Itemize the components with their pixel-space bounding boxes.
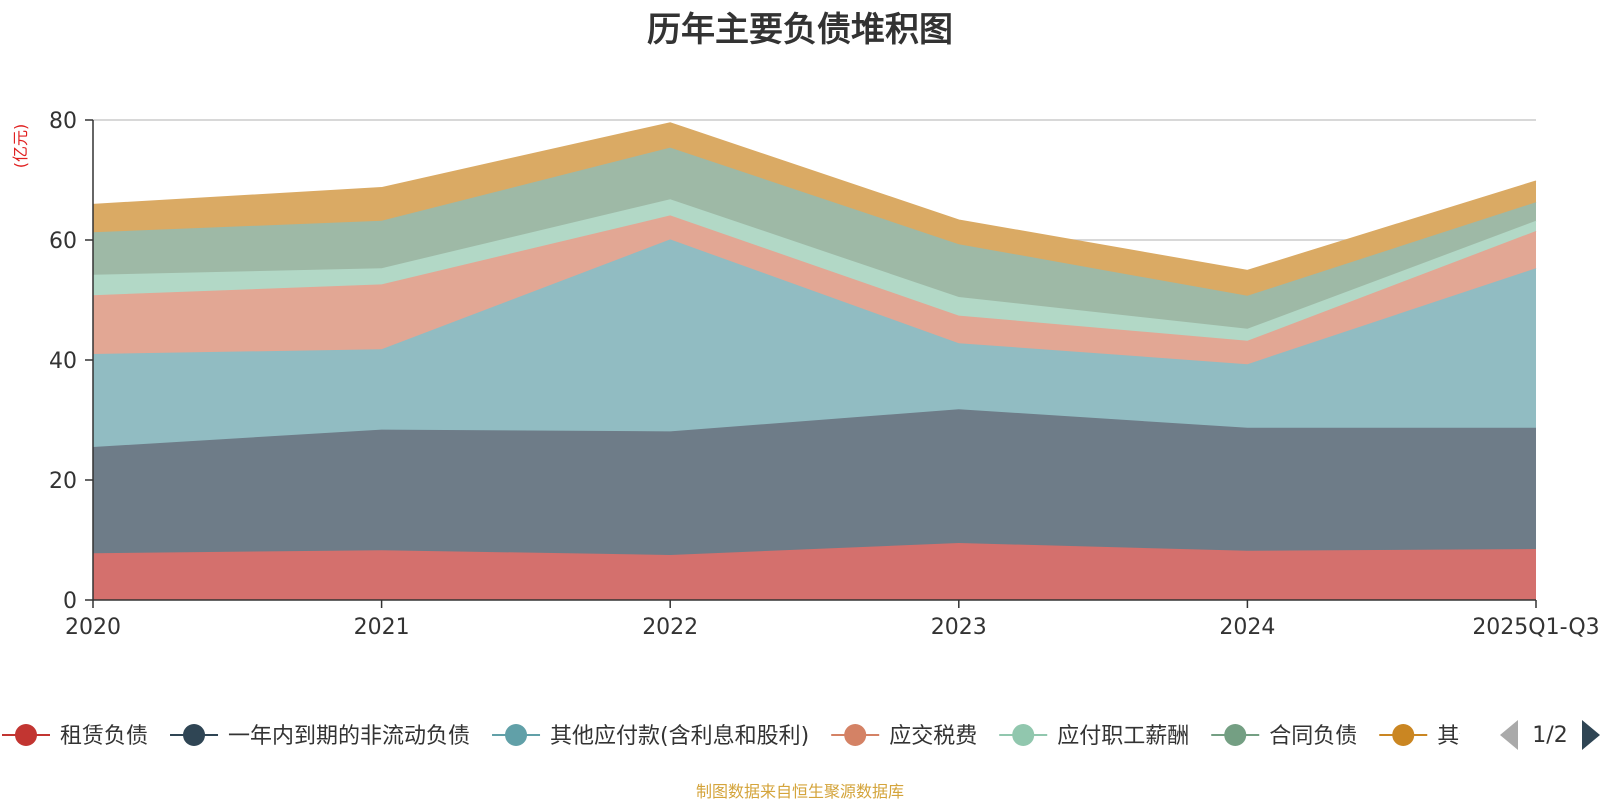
area-series-1 bbox=[93, 409, 1536, 555]
legend-item-5[interactable]: 合同负债 bbox=[1211, 724, 1357, 749]
y-tick-label: 60 bbox=[49, 229, 77, 254]
legend-pager: 1/2 bbox=[1460, 712, 1600, 758]
legend-label: 合同负债 bbox=[1269, 724, 1357, 749]
legend-label: 应交税费 bbox=[889, 724, 977, 749]
legend-label: 一年内到期的非流动负债 bbox=[228, 724, 470, 749]
legend-label: 租赁负债 bbox=[60, 724, 148, 749]
area-layer bbox=[92, 122, 1537, 600]
legend-item-4[interactable]: 应付职工薪酬 bbox=[999, 724, 1189, 749]
y-axis-label: (亿元) bbox=[11, 124, 30, 169]
legend-marker bbox=[1224, 724, 1247, 746]
legend-layer: 租赁负债 一年内到期的非流动负债 其他应付款(含利息和股利) 应交税费 应付职工薪酬 合同… bbox=[2, 712, 1600, 758]
x-tick-label: 2022 bbox=[642, 615, 698, 640]
legend-label: 其他应付款(含利息和股利) bbox=[550, 724, 809, 749]
y-tick-label: 0 bbox=[63, 589, 77, 614]
y-tick-label: 20 bbox=[49, 469, 77, 494]
legend-pager-background bbox=[1460, 712, 1600, 758]
legend-item-3[interactable]: 应交税费 bbox=[831, 724, 977, 749]
legend-marker bbox=[183, 724, 206, 746]
x-tick-label: 2020 bbox=[65, 615, 121, 640]
legend-label: 应付职工薪酬 bbox=[1057, 724, 1189, 749]
x-tick-label: 2024 bbox=[1219, 615, 1275, 640]
legend-marker bbox=[15, 724, 37, 746]
area-top-line-6 bbox=[92, 122, 1537, 272]
area-series-2 bbox=[93, 239, 1536, 447]
area-series-0 bbox=[93, 543, 1536, 600]
legend-marker bbox=[505, 724, 528, 746]
triangle-left-icon[interactable] bbox=[1500, 720, 1518, 750]
legend-marker bbox=[1012, 724, 1035, 746]
area-series-6 bbox=[93, 123, 1536, 296]
area-series-4 bbox=[93, 199, 1536, 341]
triangle-right-icon[interactable] bbox=[1582, 720, 1600, 750]
y-tick-label: 80 bbox=[49, 109, 77, 134]
x-tick-label: 2023 bbox=[931, 615, 987, 640]
y-tick-label: 40 bbox=[49, 349, 77, 374]
area-series-3 bbox=[93, 215, 1536, 365]
legend-item-1[interactable]: 一年内到期的非流动负债 bbox=[170, 724, 470, 749]
legend-item-2[interactable]: 其他应付款(含利息和股利) bbox=[492, 724, 809, 749]
legend-item-0[interactable]: 租赁负债 bbox=[2, 724, 148, 749]
axis-layer: 0 20 40 60 80 2020 2021 2022 2023 2024 2025Q1-Q3 (亿… bbox=[11, 109, 1600, 640]
data-source-note: 制图数据来自恒生聚源数据库 bbox=[695, 782, 904, 800]
legend-marker bbox=[844, 724, 867, 746]
legend-marker bbox=[1392, 724, 1415, 746]
x-tick-label: 2021 bbox=[354, 615, 410, 640]
chart-title: 历年主要负债堆积图 bbox=[647, 10, 953, 50]
x-tick-label: 2025Q1-Q3 bbox=[1472, 615, 1599, 640]
legend-page-indicator: 1/2 bbox=[1532, 723, 1567, 748]
